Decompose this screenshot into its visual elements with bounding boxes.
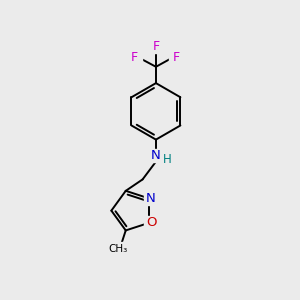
Polygon shape bbox=[148, 40, 164, 53]
Text: N: N bbox=[146, 192, 156, 205]
Polygon shape bbox=[148, 148, 164, 162]
Polygon shape bbox=[127, 51, 142, 64]
Polygon shape bbox=[102, 242, 135, 255]
Polygon shape bbox=[144, 216, 158, 230]
Text: N: N bbox=[151, 148, 161, 162]
Text: F: F bbox=[152, 40, 160, 53]
Text: F: F bbox=[173, 51, 180, 64]
Polygon shape bbox=[160, 153, 175, 166]
Text: H: H bbox=[163, 153, 172, 166]
Polygon shape bbox=[144, 192, 158, 205]
Polygon shape bbox=[169, 51, 184, 64]
Text: CH₃: CH₃ bbox=[109, 244, 128, 254]
Text: O: O bbox=[146, 216, 156, 230]
Text: F: F bbox=[131, 51, 138, 64]
